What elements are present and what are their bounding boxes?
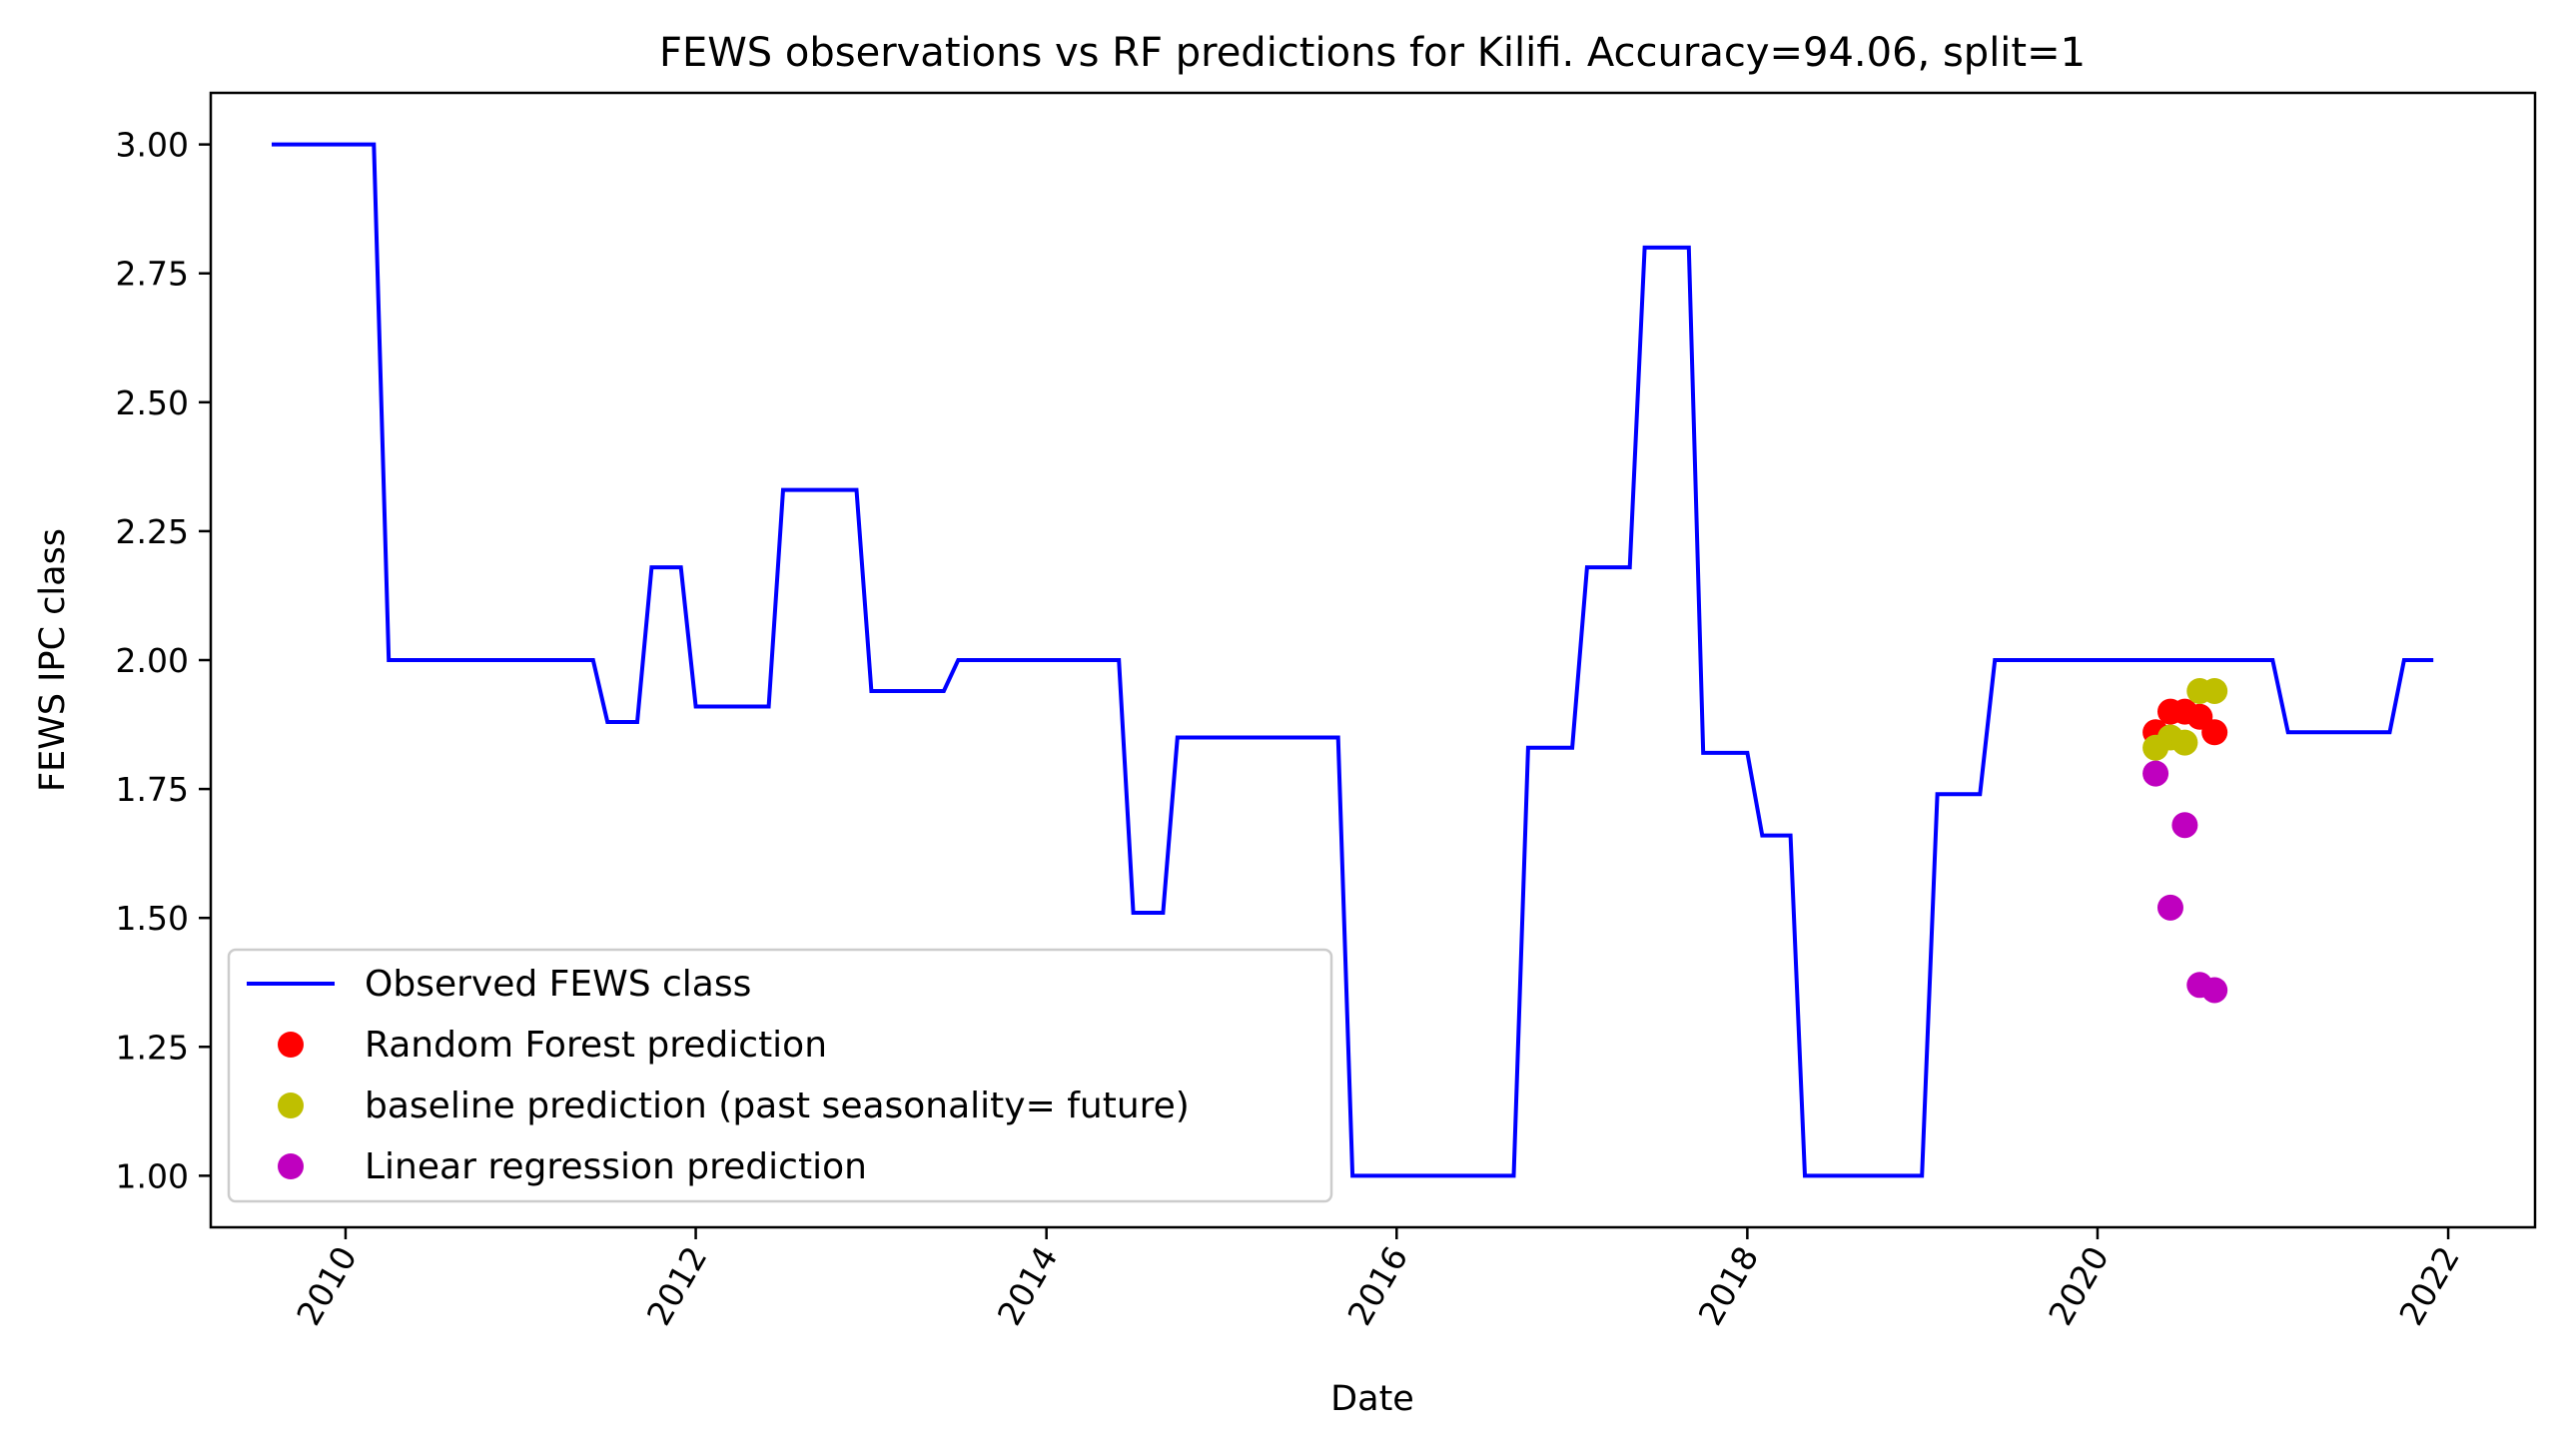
legend: Observed FEWS class Random Forest predic… <box>227 948 1333 1203</box>
data-point-linear-regression <box>2142 760 2169 787</box>
y-tick-label: 2.50 <box>116 383 189 422</box>
data-point-linear-regression <box>2171 812 2198 839</box>
data-point-linear-regression <box>2201 977 2228 1004</box>
y-tick-label: 1.25 <box>116 1028 189 1067</box>
y-tick-label: 2.25 <box>116 512 189 551</box>
chart-title: FEWS observations vs RF predictions for … <box>659 30 2086 76</box>
y-axis: 1.00 1.25 1.50 1.75 2.00 2.25 2.50 2.75 3.00 <box>116 126 211 1195</box>
y-tick-label: 2.00 <box>116 641 189 680</box>
y-axis-label: FEWS IPC class <box>33 528 73 792</box>
data-point-linear-regression <box>2156 894 2183 921</box>
y-tick-label: 1.75 <box>116 770 189 809</box>
legend-swatch-baseline <box>278 1092 304 1118</box>
series-line-observed <box>272 142 2434 1178</box>
legend-label-linear-regression: Linear regression prediction <box>365 1146 867 1187</box>
legend-frame <box>227 948 1333 1203</box>
y-tick-label: 1.00 <box>116 1156 189 1195</box>
data-point-baseline <box>2201 677 2228 704</box>
x-axis-label: Date <box>1330 1379 1414 1419</box>
legend-swatch-random-forest <box>278 1032 304 1058</box>
legend-label-observed: Observed FEWS class <box>365 964 751 1005</box>
legend-label-random-forest: Random Forest prediction <box>365 1025 827 1066</box>
plot-frame <box>209 91 2537 1229</box>
data-point-baseline <box>2171 729 2198 756</box>
plot-area <box>272 142 2434 1178</box>
data-point-random-forest <box>2201 719 2228 746</box>
legend-label-baseline: baseline prediction (past seasonality= f… <box>365 1086 1190 1126</box>
legend-swatch-linear-regression <box>278 1153 304 1179</box>
y-tick-label: 3.00 <box>116 126 189 165</box>
y-tick-label: 2.75 <box>116 255 189 294</box>
y-tick-label: 1.50 <box>116 899 189 938</box>
